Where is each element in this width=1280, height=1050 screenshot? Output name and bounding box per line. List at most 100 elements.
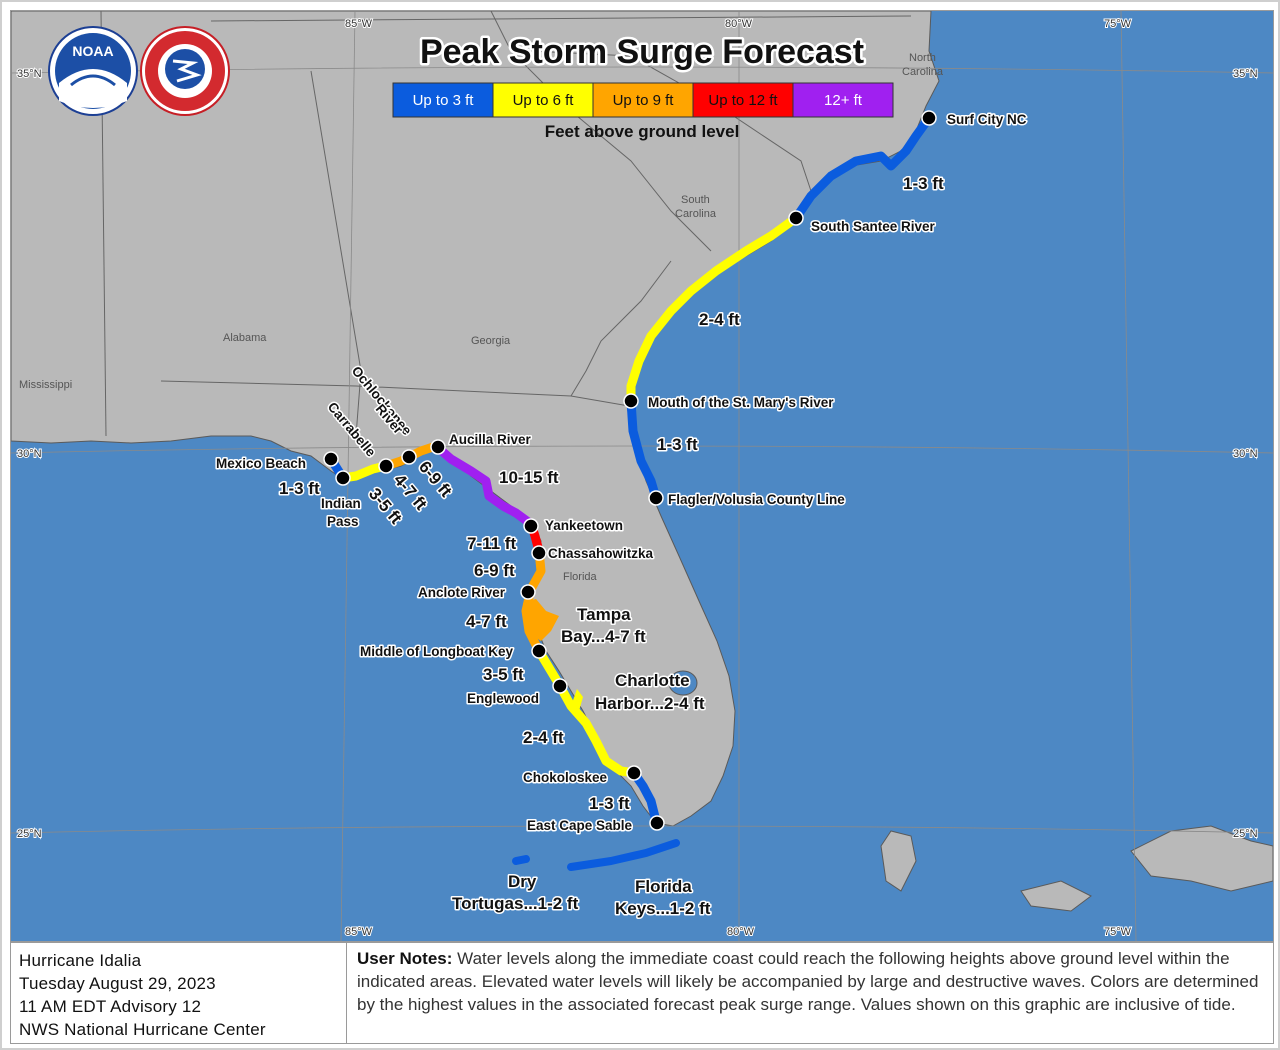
label-aucilla: Aucilla River xyxy=(449,432,532,447)
surge-label-nc-sc: 1-3 ft xyxy=(903,174,944,193)
noaa-logo: NOAA xyxy=(48,26,138,116)
lat-25-label-right: 25°N xyxy=(1233,828,1258,840)
location-labels: Surf City NC South Santee River Mouth of… xyxy=(215,111,1029,835)
lon-80-label-bottom: 80°W xyxy=(727,926,755,938)
region-georgia: Georgia xyxy=(471,335,511,347)
point-anclote xyxy=(520,584,536,600)
advisory-date: Tuesday August 29, 2023 xyxy=(19,974,216,993)
label-indian-pass-1: Indian xyxy=(321,496,361,511)
land-bahamas xyxy=(880,830,917,892)
point-ochlockonee xyxy=(401,449,417,465)
point-st-marys xyxy=(623,393,639,409)
label-englewood: Englewood xyxy=(467,691,539,706)
noaa-logo-text: NOAA xyxy=(72,43,113,59)
surge-segment-dry-tortugas xyxy=(512,855,530,865)
point-carrabelle xyxy=(378,458,394,474)
point-yankeetown xyxy=(523,518,539,534)
point-mexico-beach xyxy=(323,451,339,467)
region-north-carolina-1: North xyxy=(909,52,936,64)
user-notes-heading: User Notes: xyxy=(357,949,453,968)
surge-segment-south-santee-st-marys xyxy=(626,213,801,406)
land-cuba xyxy=(1130,825,1273,892)
label-south-santee: South Santee River xyxy=(811,219,936,234)
map-panel: 85°W 80°W 75°W 85°W 80°W 75°W 35°N 30°N … xyxy=(10,10,1274,942)
surge-value-labels: 1-3 ft 2-4 ft 1-3 ft 10-15 ft 1-3 ft 3-5… xyxy=(278,173,946,920)
legend-label: Up to 12 ft xyxy=(708,92,778,109)
legend-label: 12+ ft xyxy=(824,92,863,109)
label-yankeetown: Yankeetown xyxy=(545,518,623,533)
point-indian-pass xyxy=(335,470,351,486)
surge-label-dry-2: Tortugas...1-2 ft xyxy=(452,894,579,913)
label-chassahowitzka: Chassahowitzka xyxy=(548,546,654,561)
point-englewood xyxy=(552,678,568,694)
region-mississippi: Mississippi xyxy=(19,379,72,391)
lat-30-label: 30°N xyxy=(17,448,42,460)
surge-label-chassa-anclote: 6-9 ft xyxy=(474,561,515,580)
tampa-bay-area xyxy=(523,599,559,641)
surge-label-englewood-chokoloskee: 2-4 ft xyxy=(523,728,564,747)
grid-labels: 85°W 80°W 75°W 85°W 80°W 75°W 35°N 30°N … xyxy=(16,17,1259,939)
charlotte-harbor-area xyxy=(571,689,583,711)
surge-label-ne-fl: 1-3 ft xyxy=(657,435,698,454)
surge-label-chokoloskee-cape: 1-3 ft xyxy=(589,794,630,813)
surge-label-sc-ga: 2-4 ft xyxy=(699,310,740,329)
surge-label-charlotte-2: Harbor...2-4 ft xyxy=(595,694,705,713)
legend-label: Up to 3 ft xyxy=(413,92,475,109)
lon-85-label-bottom: 85°W xyxy=(345,926,373,938)
issuing-agency: NWS National Hurricane Center xyxy=(19,1020,266,1039)
surge-label-dry-1: Dry xyxy=(508,872,537,891)
surge-label-panhandle-w: 1-3 ft xyxy=(279,479,320,498)
label-longboat: Middle of Longboat Key xyxy=(360,644,513,659)
legend-label: Up to 9 ft xyxy=(613,92,675,109)
advisory-number: 11 AM EDT Advisory 12 xyxy=(19,997,202,1016)
label-indian-pass-2: Pass xyxy=(327,514,359,529)
label-east-cape-sable: East Cape Sable xyxy=(527,818,633,833)
lat-30-label-right: 30°N xyxy=(1233,448,1258,460)
lon-75-label-bottom: 75°W xyxy=(1104,926,1132,938)
label-chokoloskee: Chokoloskee xyxy=(523,770,608,785)
point-flagler xyxy=(648,490,664,506)
surge-label-keys-1: Florida xyxy=(635,877,692,896)
advisory-info: Hurricane Idalia Tuesday August 29, 2023… xyxy=(11,943,347,1043)
surge-segment-surf-city-south-santee xyxy=(791,113,934,223)
user-notes-body: Water levels along the immediate coast c… xyxy=(357,949,1259,1014)
legend: Up to 3 ft Up to 6 ft Up to 9 ft Up to 12 f… xyxy=(392,82,894,118)
storm-name: Hurricane Idalia xyxy=(19,951,142,970)
surge-label-longboat-englewood: 3-5 ft xyxy=(483,665,524,684)
region-south-carolina-2: Carolina xyxy=(675,208,717,220)
surge-segment-st-marys-flagler xyxy=(626,396,661,503)
land-bahamas-2 xyxy=(1020,880,1092,912)
region-alabama: Alabama xyxy=(223,332,267,344)
point-south-santee xyxy=(788,210,804,226)
legend-label: Up to 6 ft xyxy=(513,92,575,109)
legend-subtitle: Feet above ground level xyxy=(545,122,740,141)
legend-swatch xyxy=(792,82,894,118)
point-chassahowitzka xyxy=(531,545,547,561)
lat-35-label: 35°N xyxy=(17,68,42,80)
legend-swatch xyxy=(392,82,494,118)
label-st-marys: Mouth of the St. Mary's River xyxy=(648,395,834,410)
breakpoints xyxy=(323,110,937,831)
lon-80-label: 80°W xyxy=(725,18,753,30)
point-east-cape-sable xyxy=(649,815,665,831)
surge-label-tampa-1: Tampa xyxy=(577,605,631,624)
nws-logo xyxy=(140,26,230,116)
lake-okeechobee xyxy=(668,670,698,696)
point-chokoloskee xyxy=(626,765,642,781)
point-longboat xyxy=(531,643,547,659)
region-florida: Florida xyxy=(563,571,598,583)
surge-label-anclote-longboat: 4-7 ft xyxy=(466,612,507,631)
surge-label-yankee-chassa: 7-11 ft xyxy=(467,534,516,553)
surge-segment-aucilla-yankeetown xyxy=(431,441,536,529)
legend-swatch xyxy=(492,82,594,118)
map-title: Peak Storm Surge Forecast xyxy=(420,33,864,71)
lat-25-label: 25°N xyxy=(17,828,42,840)
user-notes: User Notes: Water levels along the immed… xyxy=(357,947,1262,1016)
surge-label-big-bend: 10-15 ft xyxy=(499,468,559,487)
lat-35-label-right: 35°N xyxy=(1233,68,1258,80)
point-surf-city xyxy=(921,110,937,126)
region-labels: Alabama Georgia Mississippi Florida Sout… xyxy=(19,52,944,583)
lon-75-label: 75°W xyxy=(1104,18,1132,30)
surge-label-keys-2: Keys...1-2 ft xyxy=(615,899,711,918)
